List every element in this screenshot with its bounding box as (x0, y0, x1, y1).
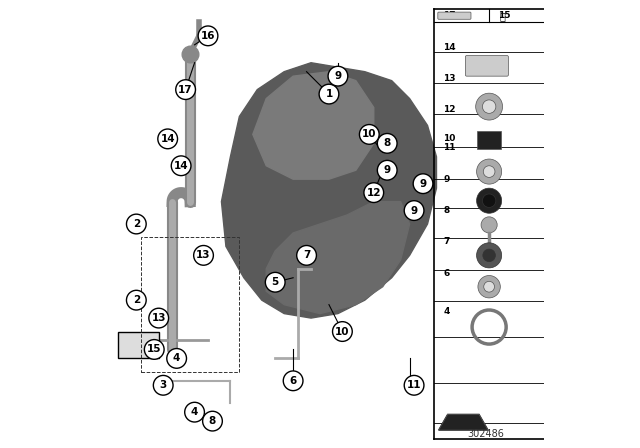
Text: 1: 1 (325, 89, 333, 99)
Polygon shape (439, 414, 488, 430)
Text: 9: 9 (443, 175, 449, 184)
Circle shape (158, 129, 177, 149)
Circle shape (413, 174, 433, 194)
Circle shape (297, 246, 316, 265)
Text: 11: 11 (443, 143, 456, 152)
Circle shape (483, 100, 496, 113)
Text: 12: 12 (367, 188, 381, 198)
FancyBboxPatch shape (465, 56, 508, 76)
FancyBboxPatch shape (438, 12, 471, 19)
Circle shape (127, 214, 146, 234)
Text: 302486: 302486 (467, 429, 504, 439)
Text: 7: 7 (443, 237, 449, 246)
Circle shape (484, 281, 495, 292)
Text: 4: 4 (173, 353, 180, 363)
Text: 2: 2 (132, 295, 140, 305)
Circle shape (483, 194, 496, 207)
Text: 15: 15 (147, 345, 161, 354)
Circle shape (154, 375, 173, 395)
Circle shape (194, 246, 213, 265)
Circle shape (378, 134, 397, 153)
Text: 🔧: 🔧 (500, 12, 506, 22)
Circle shape (476, 93, 502, 120)
Text: 6: 6 (289, 376, 297, 386)
Circle shape (266, 272, 285, 292)
Circle shape (319, 84, 339, 104)
Text: 16: 16 (201, 31, 215, 41)
Circle shape (145, 340, 164, 359)
Polygon shape (266, 202, 410, 314)
Text: 13: 13 (152, 313, 166, 323)
Text: 11: 11 (407, 380, 421, 390)
Text: 14: 14 (174, 161, 188, 171)
Text: 13: 13 (196, 250, 211, 260)
Text: 9: 9 (383, 165, 391, 175)
Circle shape (477, 243, 502, 268)
Circle shape (172, 156, 191, 176)
FancyBboxPatch shape (477, 131, 502, 149)
Text: 8: 8 (443, 206, 449, 215)
Text: 10: 10 (335, 327, 349, 336)
Circle shape (478, 276, 500, 298)
Text: 8: 8 (383, 138, 391, 148)
Text: 8: 8 (209, 416, 216, 426)
Circle shape (333, 322, 352, 341)
Polygon shape (221, 63, 436, 318)
Text: 3: 3 (159, 380, 167, 390)
Text: 4: 4 (191, 407, 198, 417)
Circle shape (483, 166, 495, 177)
Text: 12: 12 (443, 105, 456, 114)
Circle shape (477, 188, 502, 213)
Circle shape (176, 80, 195, 99)
Circle shape (483, 249, 495, 262)
Circle shape (284, 371, 303, 391)
Text: 9: 9 (410, 206, 418, 215)
Circle shape (364, 183, 383, 202)
Circle shape (328, 66, 348, 86)
Circle shape (360, 125, 379, 144)
Text: 15: 15 (498, 11, 511, 20)
Text: 14: 14 (443, 43, 456, 52)
Circle shape (404, 375, 424, 395)
Circle shape (167, 349, 186, 368)
Circle shape (198, 26, 218, 46)
Text: 9: 9 (419, 179, 427, 189)
Text: 7: 7 (303, 250, 310, 260)
Circle shape (404, 201, 424, 220)
Circle shape (203, 411, 222, 431)
Text: 2: 2 (132, 219, 140, 229)
Circle shape (185, 402, 204, 422)
Circle shape (477, 159, 502, 184)
Circle shape (481, 217, 497, 233)
Text: 10: 10 (362, 129, 376, 139)
Circle shape (378, 160, 397, 180)
Text: 5: 5 (271, 277, 279, 287)
Text: 13: 13 (443, 74, 456, 83)
Text: 17: 17 (179, 85, 193, 95)
Text: 9: 9 (334, 71, 342, 81)
Polygon shape (253, 72, 374, 179)
Text: 10: 10 (443, 134, 456, 143)
Circle shape (127, 290, 146, 310)
Text: 4: 4 (443, 307, 449, 316)
Text: 6: 6 (443, 269, 449, 278)
Text: 17: 17 (443, 11, 456, 20)
Text: 14: 14 (161, 134, 175, 144)
FancyBboxPatch shape (118, 332, 159, 358)
Circle shape (149, 308, 168, 328)
